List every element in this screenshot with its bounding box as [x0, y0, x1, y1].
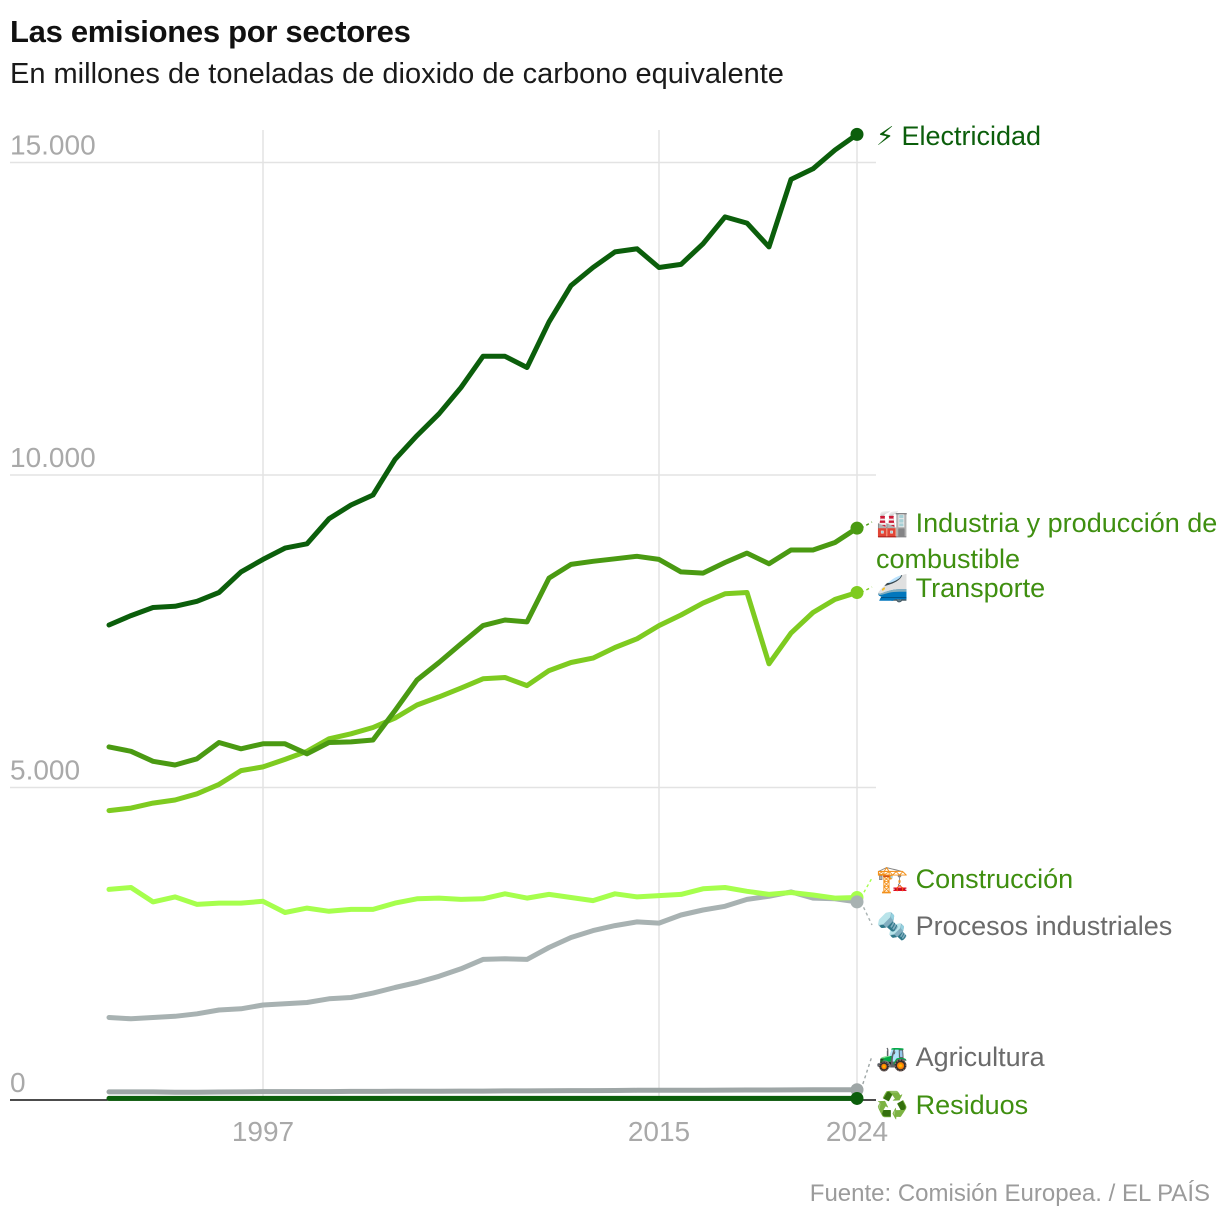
label-leader [860, 901, 873, 926]
series-end-point [850, 127, 864, 141]
label-leader [860, 877, 873, 898]
series-end-point [850, 1091, 864, 1105]
x-axis: 1997 2015 2024 [232, 1116, 888, 1147]
series-line [106, 889, 860, 1022]
series-label: ♻️ Residuos [876, 1090, 1028, 1120]
series-label: 🚄 Transporte [876, 573, 1045, 603]
series-label: 🔩 Procesos industriales [876, 911, 1172, 941]
line-chart: 0 5.000 10.000 15.000 1997 2015 2024 ⚡ Electr… [10, 121, 1217, 1147]
x-tick-label: 2015 [628, 1116, 690, 1147]
chart-subtitle: En millones de toneladas de dioxido de c… [10, 58, 784, 90]
series-line [106, 525, 860, 768]
y-axis: 0 5.000 10.000 15.000 [10, 130, 96, 1099]
series-label: ⚡ Electricidad [876, 121, 1041, 151]
series-lines [106, 131, 860, 1101]
series-label: 🚜 Agricultura [876, 1042, 1046, 1072]
series-line [106, 885, 860, 915]
label-leader [860, 1055, 873, 1090]
y-tick-label: 5.000 [10, 755, 80, 786]
series-labels: ⚡ Electricidad 🏭 Industria y producción d… [850, 121, 1217, 1120]
y-tick-label: 0 [10, 1067, 26, 1098]
series-label: 🏗️ Construcción [876, 864, 1073, 894]
series-line [106, 131, 860, 628]
source-note: Fuente: Comisión Europea. / EL PAÍS [809, 1180, 1210, 1207]
label-leader [860, 521, 873, 529]
chart-title: Las emisiones por sectores [10, 14, 411, 49]
y-tick-label: 15.000 [10, 130, 96, 161]
series-end-point [850, 586, 864, 599]
grid [10, 130, 876, 1101]
series-line [106, 1087, 860, 1095]
series-end-point [850, 521, 864, 535]
label-leader [860, 586, 873, 594]
x-tick-label: 2024 [826, 1116, 888, 1147]
x-tick-label: 1997 [232, 1116, 294, 1147]
series-label: 🏭 Industria y producción de combustible [876, 508, 1217, 574]
series-line [106, 590, 860, 814]
y-tick-label: 10.000 [10, 442, 96, 473]
series-end-point [850, 895, 864, 909]
